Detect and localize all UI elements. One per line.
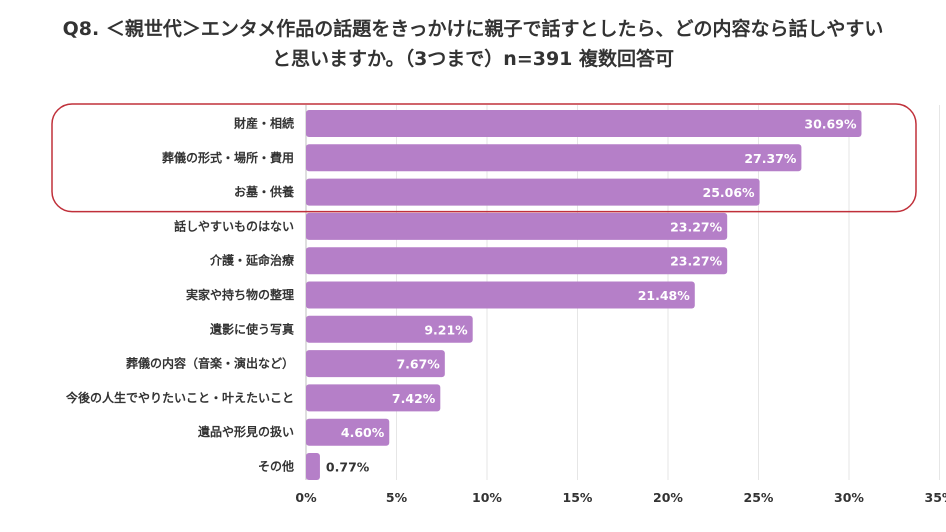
bar [306, 350, 445, 378]
chart-title: Q8. ＜親世代＞エンタメ作品の話題をきっかけに親子で話すとしたら、どの内容なら… [0, 14, 946, 74]
category-label: 今後の人生でやりたいこと・叶えたいこと [65, 390, 294, 405]
value-label: 23.27% [670, 254, 723, 269]
value-label: 23.27% [670, 219, 723, 234]
bar [306, 247, 728, 275]
value-label: 9.21% [424, 322, 468, 337]
value-label: 4.60% [341, 425, 385, 440]
chart-title-line1: Q8. ＜親世代＞エンタメ作品の話題をきっかけに親子で話すとしたら、どの内容なら… [62, 18, 884, 40]
x-tick-label: 15% [563, 490, 593, 505]
value-label: 25.06% [703, 185, 756, 200]
category-label: 葬儀の形式・場所・費用 [162, 150, 294, 165]
bar [306, 315, 473, 343]
value-label: 27.37% [744, 151, 797, 166]
value-label: 0.77% [326, 460, 370, 475]
bar [306, 384, 441, 412]
bar [306, 212, 728, 240]
category-label: 遺影に使う写真 [209, 321, 294, 336]
value-label: 7.42% [392, 391, 436, 406]
category-label: お墓・供養 [234, 184, 294, 199]
category-label: 介護・延命治療 [209, 253, 294, 268]
value-label: 21.48% [638, 288, 691, 303]
bar [306, 178, 760, 206]
x-tick-label: 25% [744, 490, 774, 505]
x-tick-label: 10% [472, 490, 502, 505]
bar [306, 453, 320, 480]
highlight-box [51, 103, 917, 213]
category-label: 話しやすいものはない [174, 218, 294, 233]
value-label: 30.69% [804, 117, 857, 132]
bar [306, 281, 695, 309]
x-tick-label: 30% [834, 490, 864, 505]
category-label: 財産・相続 [233, 116, 294, 131]
bar [306, 144, 802, 172]
category-label: 実家や持ち物の整理 [186, 287, 294, 302]
x-tick-label: 0% [295, 490, 317, 505]
x-tick-label: 5% [386, 490, 408, 505]
chart-title-line2: と思いますか。（3つまで）n=391 複数回答可 [271, 48, 675, 70]
x-tick-label: 20% [653, 490, 683, 505]
category-label: 遺品や形見の扱い [197, 424, 294, 439]
x-tick-label: 35% [925, 490, 946, 505]
bar [306, 418, 390, 446]
category-label: その他 [258, 459, 294, 474]
value-label: 7.67% [396, 357, 440, 372]
category-label: 葬儀の内容（音楽・演出など） [126, 356, 294, 371]
bar [306, 110, 862, 137]
